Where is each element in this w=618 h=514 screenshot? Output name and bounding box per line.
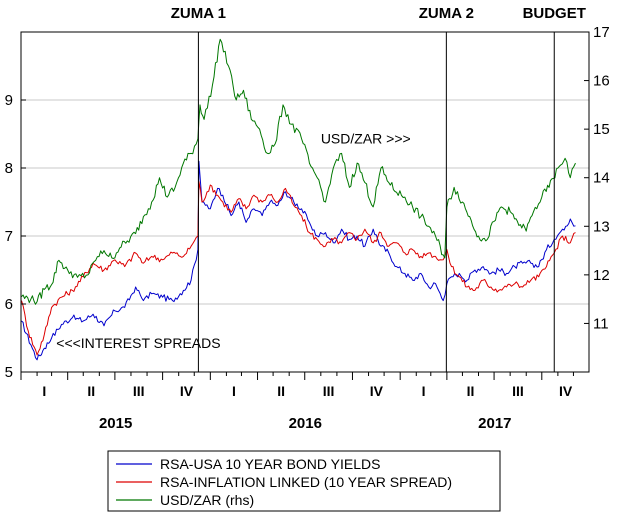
right-tick-label: 13 xyxy=(593,218,610,235)
legend: RSA-USA 10 YEAR BOND YIELDS RSA-INFLATIO… xyxy=(107,450,501,512)
x-quarter-label: III xyxy=(323,383,335,399)
series-lines xyxy=(21,38,576,361)
event-markers: ZUMA 1 ZUMA 2 BUDGET xyxy=(171,5,586,372)
legend-box xyxy=(107,450,501,512)
x-quarter-label: IV xyxy=(559,383,573,399)
right-tick-label: 15 xyxy=(593,121,610,138)
legend-label-usdzar: USD/ZAR (rhs) xyxy=(160,492,254,508)
event-label: ZUMA 1 xyxy=(171,5,226,22)
right-tick-label: 14 xyxy=(593,170,610,187)
left-tick-label: 7 xyxy=(5,228,13,245)
x-quarter-label: III xyxy=(512,383,524,399)
x-year-label: 2015 xyxy=(99,415,132,432)
series-line-inflation-linked xyxy=(21,181,576,356)
right-tick-label: 16 xyxy=(593,73,610,90)
left-tick-label: 6 xyxy=(5,296,13,313)
x-quarter-label: I xyxy=(422,383,426,399)
x-quarter-label: I xyxy=(42,383,46,399)
right-tick-label: 11 xyxy=(593,315,609,332)
legend-label-bond-yields: RSA-USA 10 YEAR BOND YIELDS xyxy=(160,456,380,472)
x-quarter-label: II xyxy=(87,383,95,399)
x-quarter-label: IV xyxy=(370,383,384,399)
series-line-bond-yields xyxy=(21,160,576,361)
gridlines xyxy=(21,99,589,305)
legend-label-inflation-linked: RSA-INFLATION LINKED (10 YEAR SPREAD) xyxy=(160,474,452,490)
x-quarter-label: II xyxy=(467,383,475,399)
x-year-label: 2017 xyxy=(478,415,511,432)
x-year-label: 2016 xyxy=(289,415,322,432)
left-tick-label: 8 xyxy=(5,160,13,177)
event-label: BUDGET xyxy=(523,5,586,22)
x-quarter-label: II xyxy=(277,383,285,399)
x-quarter-label: I xyxy=(232,383,236,399)
annotation-interest-spreads: <<<INTEREST SPREADS xyxy=(56,335,220,351)
left-tick-label: 5 xyxy=(5,364,13,381)
left-tick-label: 9 xyxy=(5,92,13,109)
plot-area xyxy=(21,32,589,372)
x-quarter-label: III xyxy=(133,383,145,399)
right-tick-label: 12 xyxy=(593,267,610,284)
right-tick-label: 17 xyxy=(593,24,610,41)
annotation-usdzar: USD/ZAR >>> xyxy=(321,131,411,147)
series-line-usdzar xyxy=(21,38,576,305)
event-label: ZUMA 2 xyxy=(419,5,474,22)
x-quarter-label: IV xyxy=(180,383,194,399)
